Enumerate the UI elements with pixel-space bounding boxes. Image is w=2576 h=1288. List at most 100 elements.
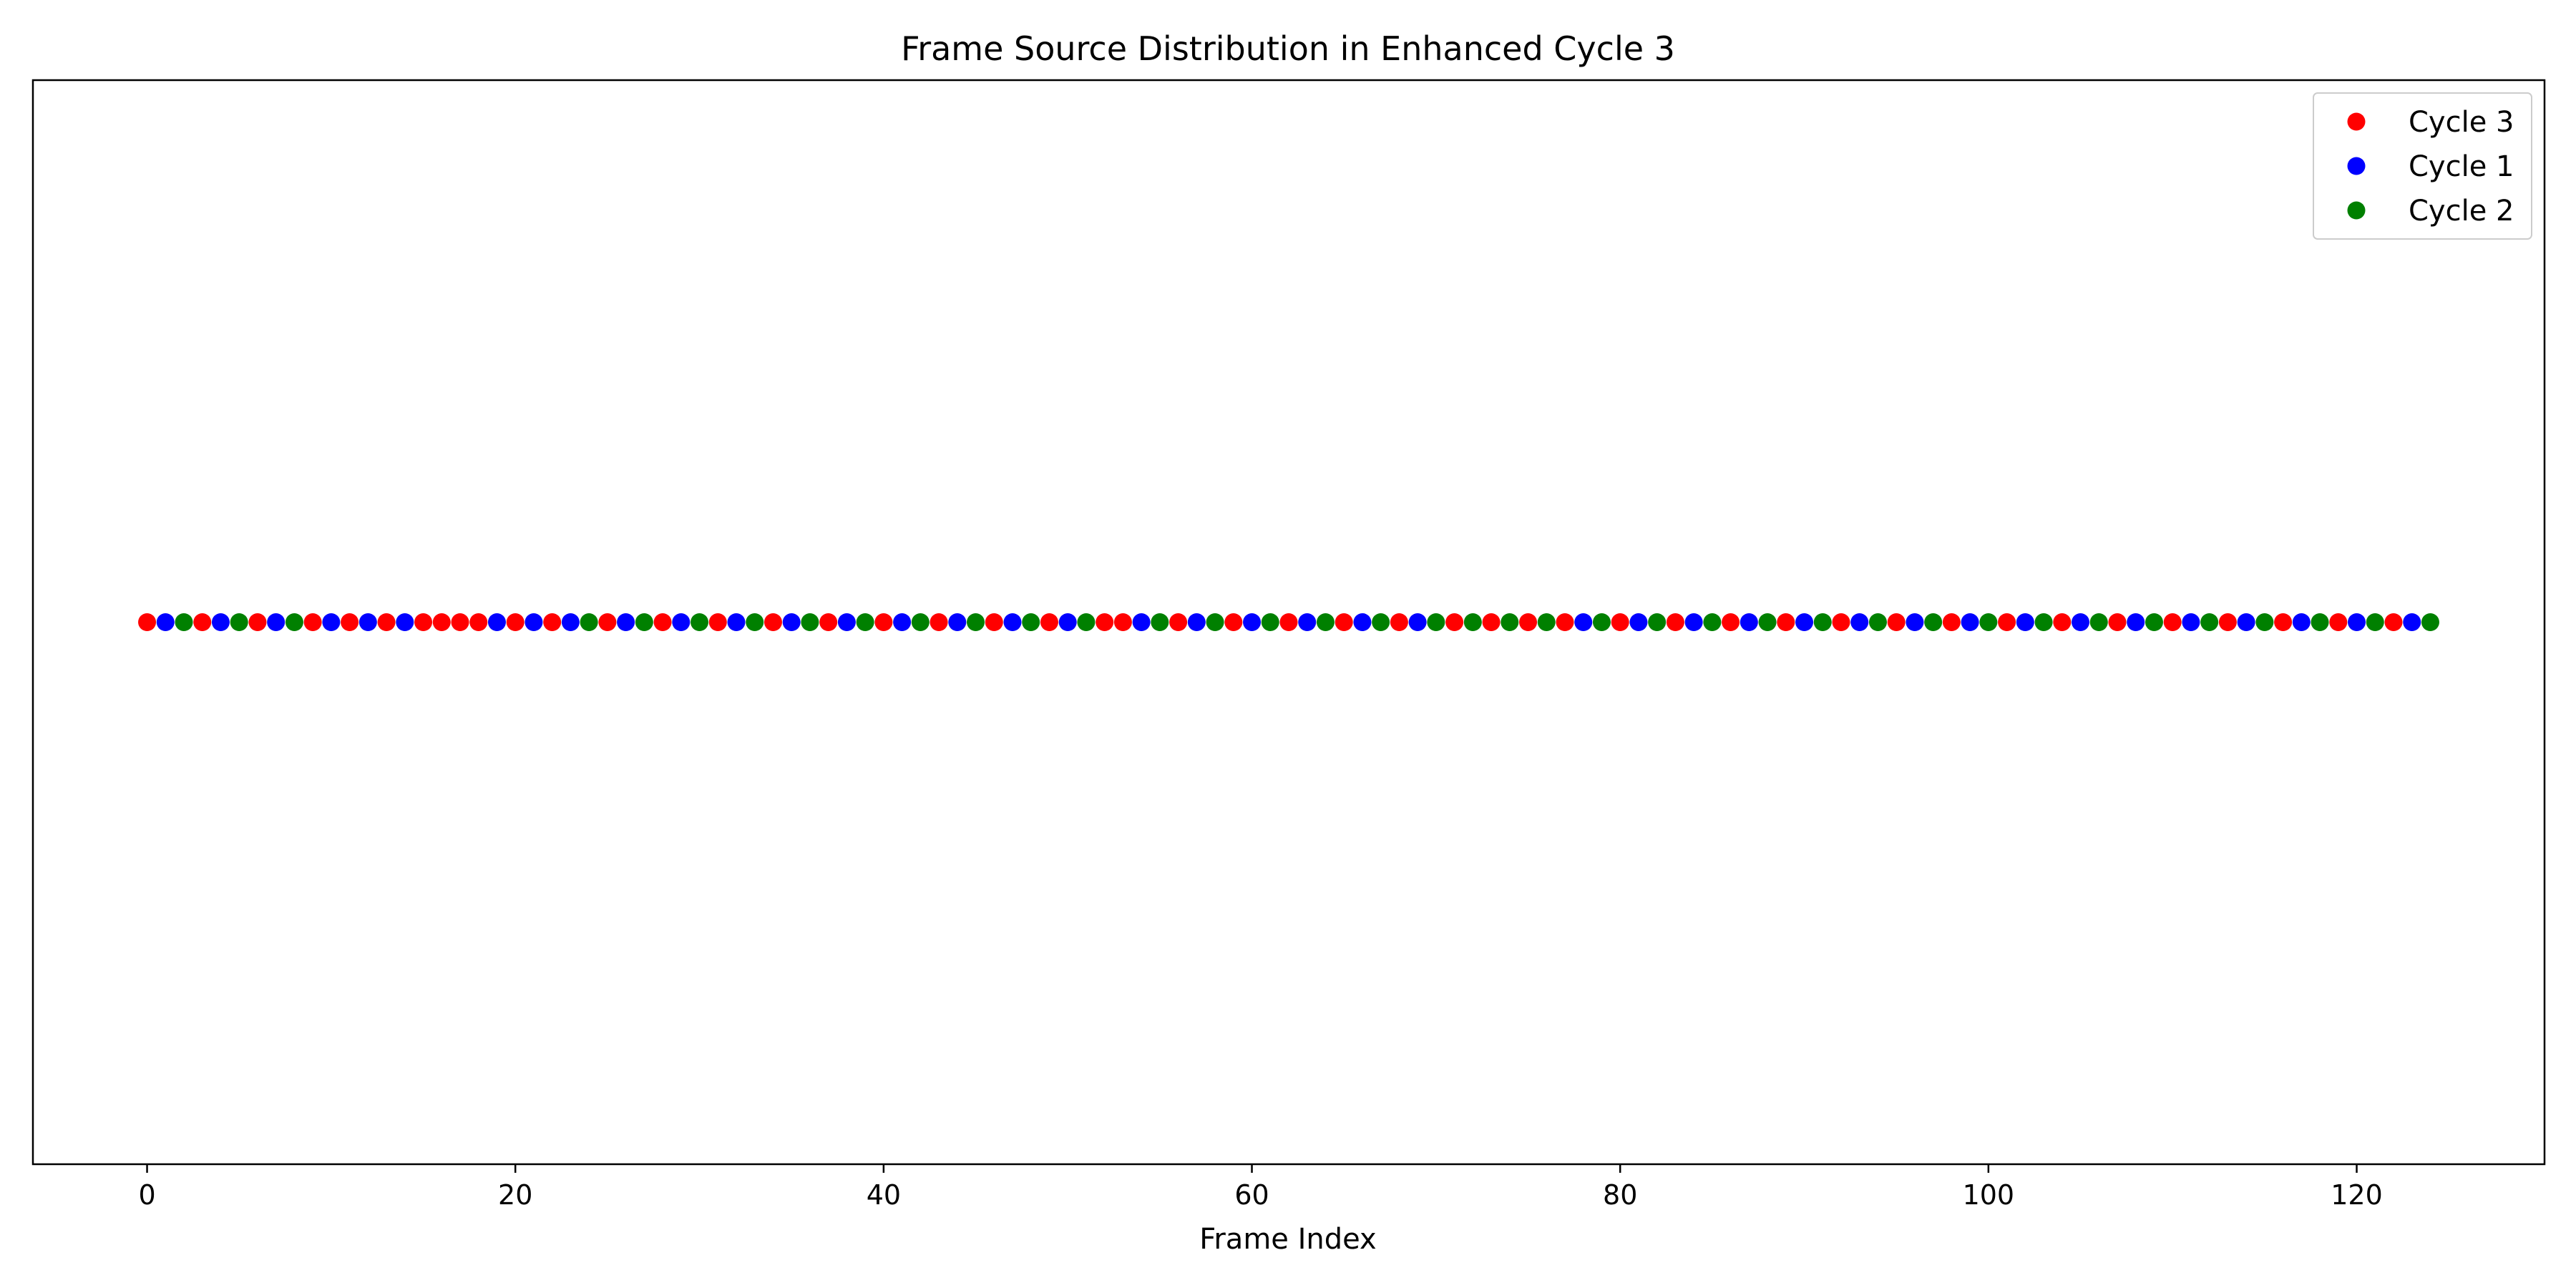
point-cycle-2 [2200, 613, 2219, 631]
point-cycle-3 [985, 613, 1003, 631]
point-cycle-3 [1666, 613, 1684, 631]
point-cycle-2 [2421, 613, 2439, 631]
point-cycle-2 [1372, 613, 1390, 631]
legend-label: Cycle 2 [2409, 195, 2514, 228]
point-cycle-1 [1243, 613, 1262, 631]
legend-marker [2347, 201, 2366, 220]
point-cycle-3 [1777, 613, 1795, 631]
legend-marker [2347, 112, 2366, 131]
point-cycle-1 [1961, 613, 1979, 631]
point-cycle-3 [341, 613, 359, 631]
point-cycle-1 [1132, 613, 1151, 631]
point-cycle-3 [819, 613, 838, 631]
point-cycle-1 [2072, 613, 2090, 631]
x-tick-label: 80 [1603, 1179, 1637, 1211]
point-cycle-3 [2053, 613, 2072, 631]
point-cycle-3 [763, 613, 782, 631]
point-cycle-1 [617, 613, 635, 631]
point-cycle-2 [1592, 613, 1611, 631]
point-cycle-1 [893, 613, 912, 631]
point-cycle-2 [1813, 613, 1832, 631]
point-cycle-1 [561, 613, 580, 631]
point-cycle-2 [2255, 613, 2274, 631]
point-cycle-3 [432, 613, 451, 631]
point-cycle-3 [2218, 613, 2237, 631]
point-cycle-1 [1574, 613, 1593, 631]
point-cycle-3 [543, 613, 562, 631]
point-cycle-2 [967, 613, 985, 631]
legend-label: Cycle 1 [2409, 150, 2514, 183]
point-cycle-2 [1648, 613, 1667, 631]
point-cycle-1 [2016, 613, 2034, 631]
point-cycle-3 [1279, 613, 1298, 631]
plot-area [31, 79, 2546, 1166]
point-cycle-3 [598, 613, 617, 631]
chart-title: Frame Source Distribution in Enhanced Cy… [901, 29, 1675, 68]
point-cycle-1 [487, 613, 506, 631]
point-cycle-2 [856, 613, 874, 631]
point-cycle-2 [2034, 613, 2053, 631]
legend: Cycle 3 Cycle 1 Cycle 2 [2313, 92, 2532, 240]
point-cycle-3 [1335, 613, 1353, 631]
point-cycle-3 [1519, 613, 1538, 631]
point-cycle-1 [1058, 613, 1077, 631]
point-cycle-2 [1758, 613, 1777, 631]
point-cycle-3 [377, 613, 396, 631]
point-cycle-3 [930, 613, 948, 631]
point-cycle-2 [1501, 613, 1519, 631]
point-cycle-3 [1832, 613, 1850, 631]
point-cycle-3 [1096, 613, 1114, 631]
point-cycle-3 [1556, 613, 1574, 631]
point-cycle-3 [1887, 613, 1906, 631]
point-cycle-3 [1482, 613, 1501, 631]
point-cycle-2 [1979, 613, 1998, 631]
data-points [138, 613, 2439, 631]
point-cycle-1 [1684, 613, 1703, 631]
point-cycle-3 [874, 613, 893, 631]
point-cycle-3 [708, 613, 727, 631]
point-cycle-1 [1795, 613, 1814, 631]
point-cycle-1 [322, 613, 341, 631]
point-cycle-1 [2348, 613, 2366, 631]
point-cycle-1 [1298, 613, 1317, 631]
point-cycle-2 [1077, 613, 1096, 631]
point-cycle-3 [1942, 613, 1961, 631]
point-cycle-1 [1629, 613, 1648, 631]
point-cycle-2 [580, 613, 598, 631]
point-cycle-3 [1445, 613, 1464, 631]
point-cycle-2 [1463, 613, 1482, 631]
point-cycle-3 [1113, 613, 1132, 631]
point-cycle-3 [2108, 613, 2127, 631]
point-cycle-3 [1998, 613, 2016, 631]
point-cycle-1 [2292, 613, 2311, 631]
point-cycle-1 [1003, 613, 1022, 631]
point-cycle-2 [1427, 613, 1445, 631]
point-cycle-2 [1022, 613, 1040, 631]
point-cycle-1 [1740, 613, 1758, 631]
point-cycle-1 [358, 613, 377, 631]
point-cycle-3 [1611, 613, 1629, 631]
point-cycle-2 [635, 613, 653, 631]
point-cycle-2 [1868, 613, 1887, 631]
point-cycle-2 [1537, 613, 1556, 631]
point-cycle-3 [506, 613, 525, 631]
point-cycle-3 [1169, 613, 1188, 631]
x-tick-label: 100 [1963, 1179, 2015, 1211]
point-cycle-1 [672, 613, 691, 631]
point-cycle-2 [2366, 613, 2384, 631]
point-cycle-2 [1261, 613, 1279, 631]
legend-marker [2347, 157, 2366, 175]
point-cycle-2 [2145, 613, 2163, 631]
point-cycle-3 [248, 613, 267, 631]
point-cycle-1 [1906, 613, 1924, 631]
x-axis-label: Frame Index [1199, 1223, 1376, 1256]
point-cycle-2 [2311, 613, 2329, 631]
point-cycle-1 [782, 613, 801, 631]
point-cycle-2 [801, 613, 819, 631]
x-tick-label: 0 [138, 1179, 155, 1211]
point-cycle-1 [2403, 613, 2421, 631]
point-cycle-3 [451, 613, 469, 631]
point-cycle-1 [267, 613, 286, 631]
point-cycle-3 [414, 613, 433, 631]
